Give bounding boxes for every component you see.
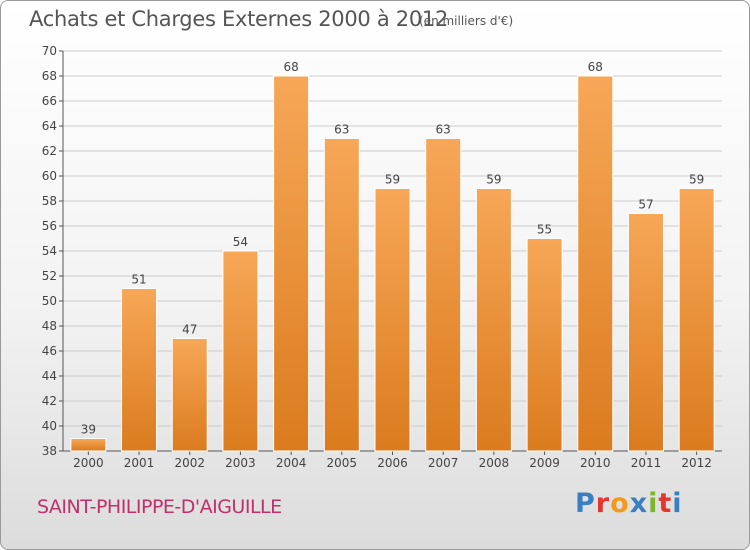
y-tick-label: 58 bbox=[42, 194, 57, 208]
logo-letter: i bbox=[672, 488, 683, 519]
y-tick-label: 70 bbox=[42, 44, 57, 58]
x-tick-label: 2004 bbox=[276, 456, 307, 470]
logo-letter: x bbox=[629, 488, 649, 519]
y-tick-label: 50 bbox=[42, 294, 57, 308]
data-label: 39 bbox=[81, 423, 96, 437]
x-tick-label: 2012 bbox=[681, 456, 712, 470]
bars bbox=[70, 75, 715, 452]
bar-2000 bbox=[70, 438, 107, 452]
logo-letter: P bbox=[575, 488, 596, 519]
y-tick-label: 52 bbox=[42, 269, 57, 283]
bar-2008 bbox=[475, 188, 512, 452]
data-label: 47 bbox=[182, 323, 197, 337]
x-tick-label: 2008 bbox=[479, 456, 510, 470]
bar-2002 bbox=[171, 338, 208, 452]
y-tick-label: 40 bbox=[42, 419, 57, 433]
y-tick-label: 54 bbox=[42, 244, 57, 258]
chart-title: Achats et Charges Externes 2000 à 2012 bbox=[29, 7, 449, 31]
y-tick-label: 48 bbox=[42, 319, 57, 333]
x-tick-label: 2006 bbox=[377, 456, 408, 470]
data-label: 54 bbox=[233, 235, 248, 249]
data-label: 51 bbox=[131, 273, 146, 287]
x-tick-label: 2003 bbox=[225, 456, 256, 470]
bar-2001 bbox=[121, 288, 158, 452]
data-label: 68 bbox=[283, 60, 298, 74]
logo-letter: t bbox=[658, 488, 673, 519]
data-label: 68 bbox=[588, 60, 603, 74]
data-label: 63 bbox=[334, 123, 349, 137]
x-tick-label: 2000 bbox=[73, 456, 104, 470]
logo-letter: r bbox=[595, 488, 611, 519]
x-tick-label: 2001 bbox=[124, 456, 155, 470]
y-tick-label: 68 bbox=[42, 69, 57, 83]
y-tick-label: 38 bbox=[42, 444, 57, 458]
bar-2012 bbox=[678, 188, 715, 452]
bar-2007 bbox=[425, 138, 462, 452]
labels: 38 40 42 44 46 48 50 52 54 56 58 60 62 64 66 68 70 2000 39… bbox=[42, 44, 712, 470]
data-label: 63 bbox=[436, 123, 451, 137]
logo-letter: i bbox=[648, 488, 659, 519]
y-tick-label: 66 bbox=[42, 94, 57, 108]
x-tick-label: 2010 bbox=[580, 456, 611, 470]
x-tick-label: 2005 bbox=[327, 456, 358, 470]
commune-name: SAINT-PHILIPPE-D'AIGUILLE bbox=[37, 496, 282, 518]
bar-2004 bbox=[273, 75, 310, 452]
data-label: 55 bbox=[537, 223, 552, 237]
data-label: 59 bbox=[689, 173, 704, 187]
logo-letter: o bbox=[610, 488, 630, 519]
y-tick-label: 42 bbox=[42, 394, 57, 408]
y-tick-label: 44 bbox=[42, 369, 57, 383]
bar-2005 bbox=[323, 138, 360, 452]
bar-2006 bbox=[374, 188, 411, 452]
data-label: 57 bbox=[638, 198, 653, 212]
y-tick-label: 60 bbox=[42, 169, 57, 183]
proxiti-logo: Proxiti bbox=[575, 488, 683, 519]
bar-2010 bbox=[577, 75, 614, 452]
chart-subtitle: (en milliers d'€) bbox=[419, 14, 514, 28]
x-tick-label: 2002 bbox=[174, 456, 205, 470]
data-label: 59 bbox=[486, 173, 501, 187]
y-tick-label: 64 bbox=[42, 119, 57, 133]
y-tick-label: 62 bbox=[42, 144, 57, 158]
y-tick-label: 46 bbox=[42, 344, 57, 358]
x-tick-label: 2011 bbox=[631, 456, 662, 470]
x-tick-label: 2007 bbox=[428, 456, 459, 470]
y-tick-label: 56 bbox=[42, 219, 57, 233]
bar-2009 bbox=[526, 238, 563, 452]
data-label: 59 bbox=[385, 173, 400, 187]
bar-2003 bbox=[222, 250, 259, 452]
bar-2011 bbox=[627, 213, 664, 452]
x-tick-label: 2009 bbox=[529, 456, 560, 470]
